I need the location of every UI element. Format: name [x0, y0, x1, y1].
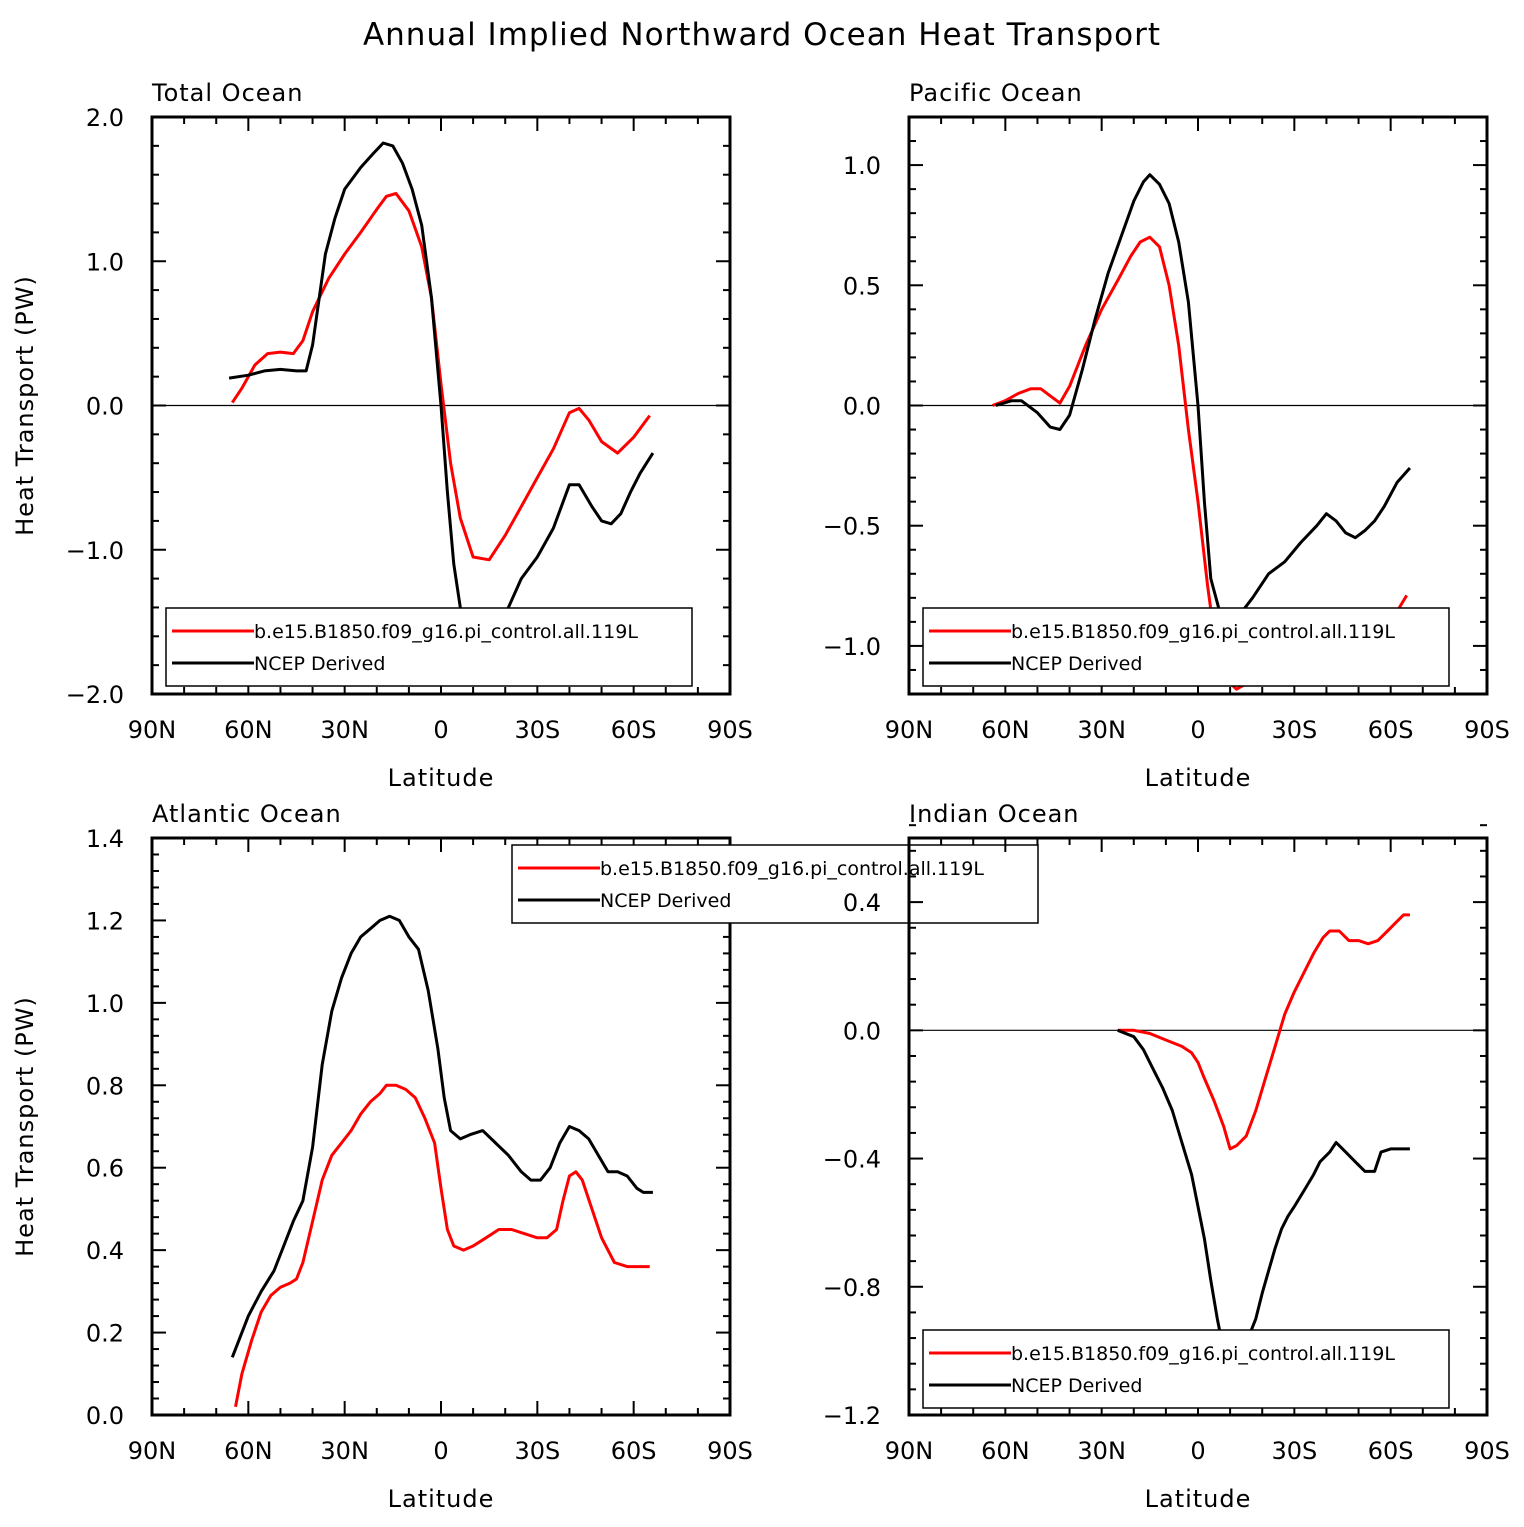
x-tick-label: 60N — [224, 1437, 273, 1465]
legend-box — [922, 1329, 1450, 1409]
x-tick-label: 0 — [1190, 1437, 1205, 1465]
x-axis-label: Latitude — [388, 1485, 495, 1513]
model-series-line — [231, 192, 651, 562]
legend-model-label: b.e15.B1850.f09_g16.pi_control.all.119L — [600, 858, 984, 880]
model-series-line — [1117, 913, 1410, 1151]
x-tick-label: 60N — [981, 716, 1030, 744]
x-tick-label: 90S — [1464, 716, 1510, 744]
x-axis-label: Latitude — [1145, 1485, 1252, 1513]
x-tick-label: 90N — [128, 1437, 177, 1465]
ncep-series-line — [228, 141, 655, 648]
panel-indian-ocean: Indian Ocean 90N 60N 30N 0 30S 60S 90S −1.2 −0.8 −… — [823, 800, 1510, 1513]
y-tick-label: 1.2 — [86, 907, 124, 935]
legend-box — [165, 607, 693, 687]
legend-ncep-label: NCEP Derived — [254, 653, 385, 675]
x-axis-label: Latitude — [388, 764, 495, 792]
y-tick-label: −2.0 — [66, 681, 124, 709]
legend-model-label: b.e15.B1850.f09_g16.pi_control.all.119L — [1011, 621, 1395, 643]
x-tick-label: 30N — [320, 1437, 369, 1465]
x-tick-label: 60S — [1368, 1437, 1414, 1465]
x-tick-label: 60N — [224, 716, 273, 744]
legend: b.e15.B1850.f09_g16.pi_control.all.119L N… — [511, 844, 1039, 924]
y-tick-label: 0.0 — [86, 1402, 124, 1430]
x-tick-label: 90N — [885, 1437, 934, 1465]
x-tick-label: 90S — [707, 716, 753, 744]
y-tick-label: −1.0 — [66, 537, 124, 565]
y-tick-label: 0.6 — [86, 1155, 124, 1183]
y-tick-label: −1.2 — [823, 1402, 881, 1430]
legend-model-label: b.e15.B1850.f09_g16.pi_control.all.119L — [254, 621, 638, 643]
legend: b.e15.B1850.f09_g16.pi_control.all.119L N… — [165, 607, 693, 687]
y-tick-label: −1.0 — [823, 633, 881, 661]
y-axis-label: Heat Transport (PW) — [11, 275, 39, 536]
y-tick-label: 0.4 — [86, 1237, 124, 1265]
x-tick-label: 90N — [885, 716, 934, 744]
y-tick-label: 1.0 — [843, 152, 881, 180]
panel-total-ocean: Total Ocean 90N 60N 30N 0 30S 60S 90S −2.0 −1.0 0.… — [11, 79, 753, 792]
panel-atlantic-ocean: Atlantic Ocean 90N 60N 30N 0 30S 60S 90S 0.0 0.2 0… — [11, 800, 1039, 1513]
legend-ncep-label: NCEP Derived — [1011, 1375, 1142, 1397]
x-tick-label: 90N — [128, 716, 177, 744]
ncep-series-line — [230, 914, 653, 1358]
y-tick-label: 0.4 — [843, 889, 881, 917]
y-tick-label: 0.5 — [843, 272, 881, 300]
panel-title: Total Ocean — [151, 79, 303, 107]
legend-box — [511, 844, 1039, 924]
model-series-line — [234, 1083, 650, 1408]
x-tick-label: 60N — [981, 1437, 1030, 1465]
x-tick-label: 30N — [1077, 1437, 1126, 1465]
y-tick-label: 0.0 — [843, 1017, 881, 1045]
x-axis-label: Latitude — [1145, 764, 1252, 792]
legend: b.e15.B1850.f09_g16.pi_control.all.119L N… — [922, 1329, 1450, 1409]
x-tick-label: 90S — [707, 1437, 753, 1465]
y-tick-label: −0.4 — [823, 1146, 881, 1174]
figure-title: Annual Implied Northward Ocean Heat Tran… — [363, 17, 1161, 53]
x-tick-label: 30N — [1077, 716, 1126, 744]
plot-frame — [907, 836, 1489, 1417]
x-tick-label: 0 — [433, 716, 448, 744]
x-tick-label: 60S — [611, 716, 657, 744]
y-tick-label: 0.8 — [86, 1072, 124, 1100]
plot-frame — [150, 836, 732, 1417]
legend-box — [922, 607, 1450, 687]
panel-pacific-ocean: Pacific Ocean 90N 60N 30N 0 30S 60S 90S −1.0 −0.5… — [823, 79, 1510, 792]
y-tick-label: 0.0 — [843, 393, 881, 421]
x-tick-label: 30S — [514, 716, 560, 744]
x-tick-label: 30S — [1271, 1437, 1317, 1465]
panel-title: Indian Ocean — [909, 800, 1080, 828]
y-tick-label: 1.0 — [86, 990, 124, 1018]
legend-ncep-label: NCEP Derived — [1011, 653, 1142, 675]
ncep-series-line — [1117, 1028, 1410, 1369]
x-tick-label: 30N — [320, 716, 369, 744]
x-tick-label: 0 — [1190, 716, 1205, 744]
legend-ncep-label: NCEP Derived — [600, 890, 731, 912]
x-tick-label: 0 — [433, 1437, 448, 1465]
ncep-series-line — [995, 173, 1412, 624]
y-tick-label: 1.4 — [86, 825, 124, 853]
x-tick-label: 90S — [1464, 1437, 1510, 1465]
legend-model-label: b.e15.B1850.f09_g16.pi_control.all.119L — [1011, 1343, 1395, 1365]
legend: b.e15.B1850.f09_g16.pi_control.all.119L N… — [922, 607, 1450, 687]
x-tick-label: 30S — [514, 1437, 560, 1465]
y-axis-label: Heat Transport (PW) — [11, 996, 39, 1257]
x-tick-label: 30S — [1271, 716, 1317, 744]
x-tick-label: 60S — [1368, 716, 1414, 744]
y-tick-label: 0.0 — [86, 393, 124, 421]
y-tick-label: −0.8 — [823, 1274, 881, 1302]
y-tick-label: 2.0 — [86, 104, 124, 132]
panel-title: Atlantic Ocean — [152, 800, 342, 828]
panel-title: Pacific Ocean — [909, 79, 1083, 107]
y-tick-label: 0.2 — [86, 1320, 124, 1348]
y-tick-label: 1.0 — [86, 248, 124, 276]
y-tick-label: −0.5 — [823, 513, 881, 541]
x-tick-label: 60S — [611, 1437, 657, 1465]
